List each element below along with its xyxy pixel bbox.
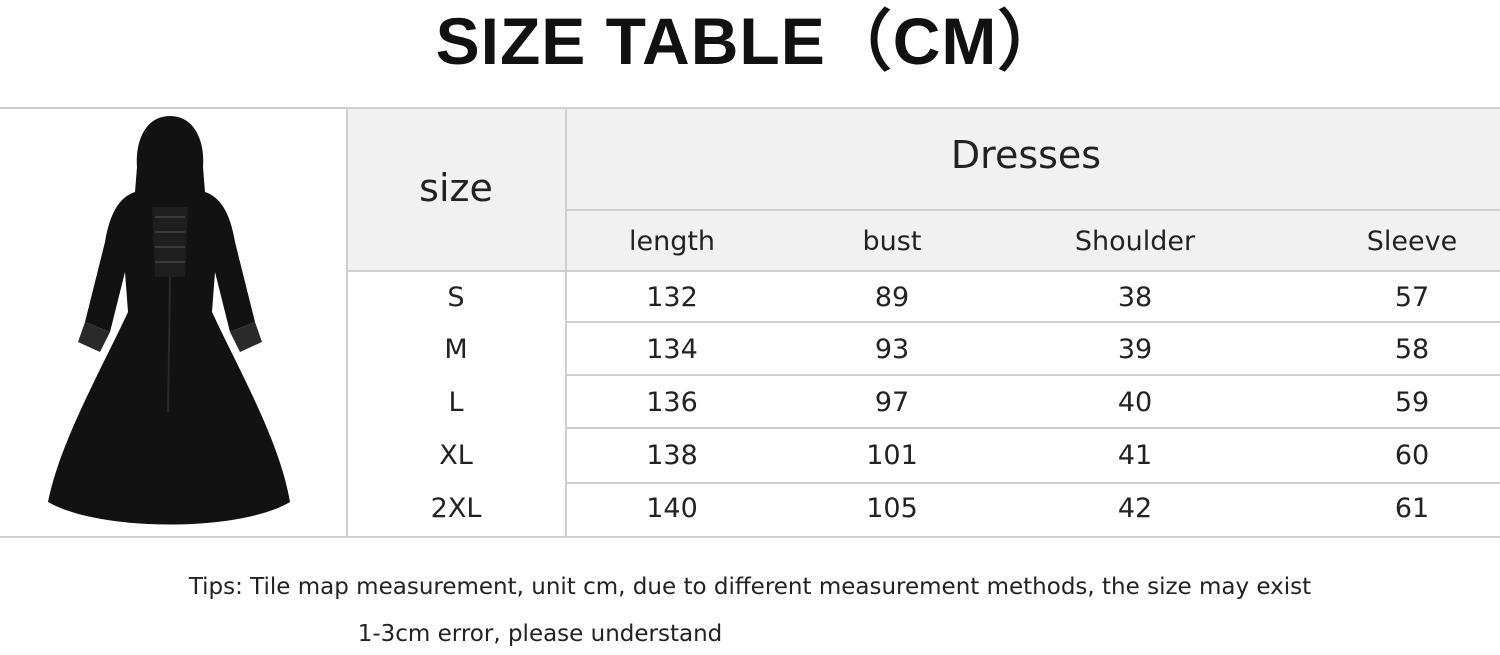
divider xyxy=(566,374,1500,376)
value-cell-bust: 93 xyxy=(874,334,910,365)
divider xyxy=(346,108,348,537)
value-cell-sleeve: 60 xyxy=(1394,440,1430,471)
value-cell-length: 140 xyxy=(646,493,698,524)
value-cell-length: 132 xyxy=(646,282,698,313)
tips-line-2: 1-3cm error, please understand xyxy=(357,621,723,647)
divider xyxy=(566,427,1500,429)
value-cell-bust: 89 xyxy=(874,282,910,313)
size-cell: 2XL xyxy=(430,493,482,524)
table-bottom-border xyxy=(0,536,1500,538)
value-cell-bust: 97 xyxy=(874,387,910,418)
value-cell-length: 136 xyxy=(646,387,698,418)
value-cell-sleeve: 58 xyxy=(1394,334,1430,365)
value-cell-bust: 105 xyxy=(866,493,918,524)
size-header: size xyxy=(419,166,493,210)
column-header-sleeve: Sleeve xyxy=(1366,226,1458,257)
value-cell-shoulder: 39 xyxy=(1117,334,1153,365)
value-cell-shoulder: 41 xyxy=(1117,440,1153,471)
value-cell-length: 138 xyxy=(646,440,698,471)
page-title: SIZE TABLE（CM） xyxy=(435,4,1065,78)
value-cell-sleeve: 61 xyxy=(1394,493,1430,524)
value-cell-bust: 101 xyxy=(866,440,918,471)
value-cell-sleeve: 59 xyxy=(1394,387,1430,418)
size-cell: S xyxy=(447,282,465,313)
size-cell: XL xyxy=(439,440,473,471)
dresses-header: Dresses xyxy=(950,133,1102,177)
header-background xyxy=(347,108,1500,271)
table-top-border xyxy=(0,107,1500,109)
column-header-length: length xyxy=(628,226,716,257)
column-header-shoulder: Shoulder xyxy=(1074,226,1196,257)
hooded-black-dress-image xyxy=(48,116,290,525)
size-cell: L xyxy=(448,387,464,418)
divider xyxy=(347,270,1500,272)
value-cell-shoulder: 42 xyxy=(1117,493,1153,524)
tips-line-1: Tips: Tile map measurement, unit cm, due… xyxy=(188,574,1312,600)
divider xyxy=(566,209,1500,211)
value-cell-sleeve: 57 xyxy=(1394,282,1430,313)
value-cell-shoulder: 40 xyxy=(1117,387,1153,418)
value-cell-shoulder: 38 xyxy=(1117,282,1153,313)
divider xyxy=(566,482,1500,484)
divider xyxy=(565,108,567,537)
value-cell-length: 134 xyxy=(646,334,698,365)
column-header-bust: bust xyxy=(862,226,922,257)
divider xyxy=(566,321,1500,323)
size-cell: M xyxy=(444,334,468,365)
